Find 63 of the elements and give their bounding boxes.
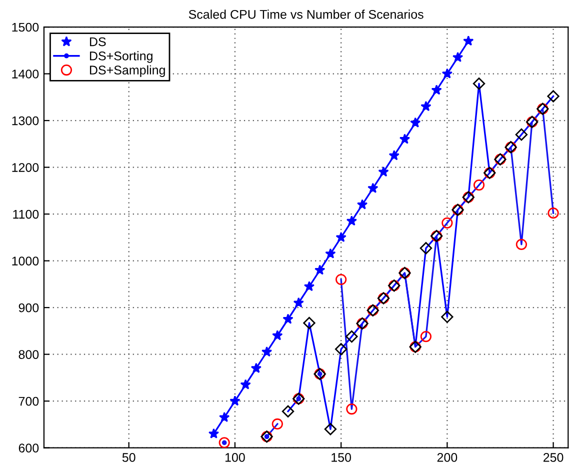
point (463, 36, 474, 46)
point (441, 310, 454, 324)
y-tick-label: 1000 (12, 256, 39, 266)
point (218, 437, 230, 448)
x-tick-label: 250 (543, 453, 564, 462)
y-tick-label: 600 (18, 444, 39, 452)
point (452, 52, 464, 62)
y-tick-label: 1200 (12, 163, 39, 172)
point (356, 199, 368, 210)
point (346, 216, 357, 226)
point (272, 330, 283, 340)
y-tick-label: 1500 (12, 22, 39, 32)
y-tick-label: 800 (18, 350, 39, 359)
legend-label: DS (90, 37, 106, 46)
point (282, 314, 294, 324)
point (516, 238, 528, 250)
y-tick-label: 1100 (13, 210, 39, 219)
point (473, 180, 485, 191)
point (324, 423, 337, 436)
point (304, 280, 315, 292)
point (420, 330, 432, 342)
legend-label: DS+Sorting (90, 51, 152, 63)
point (472, 78, 486, 90)
point (399, 134, 410, 144)
point (378, 166, 389, 177)
point (431, 84, 442, 95)
point (250, 362, 262, 373)
point (314, 264, 326, 275)
point (293, 297, 304, 308)
y-tick-label: 1300 (12, 116, 39, 126)
point (547, 90, 560, 102)
point (515, 128, 528, 141)
point (272, 418, 283, 430)
point (240, 379, 251, 390)
x-tick-label: 50 (122, 453, 136, 462)
point (442, 217, 453, 228)
legend-label: DS+Sampling (90, 65, 165, 77)
point (219, 412, 230, 422)
x-tick-label: 150 (332, 453, 352, 462)
x-tick-label: 100 (225, 453, 245, 462)
point (261, 346, 272, 357)
point (346, 330, 358, 343)
point (368, 182, 378, 193)
point (420, 242, 432, 254)
point (336, 274, 347, 286)
y-tick-label: 1400 (12, 70, 39, 78)
point (548, 208, 559, 219)
point (388, 150, 400, 160)
point (410, 117, 421, 128)
chart-title: Scaled CPU Time vs Number of Scenarios (188, 10, 424, 19)
point (346, 403, 358, 415)
point (303, 316, 316, 330)
x-tick-label: 200 (437, 453, 458, 462)
point (334, 343, 348, 356)
y-tick-label: 900 (18, 303, 39, 312)
point (282, 405, 294, 418)
point (230, 396, 240, 406)
point (325, 248, 336, 258)
point (442, 68, 452, 78)
point (420, 100, 432, 112)
point (336, 232, 346, 242)
point (208, 428, 220, 438)
y-tick-label: 700 (18, 396, 39, 406)
